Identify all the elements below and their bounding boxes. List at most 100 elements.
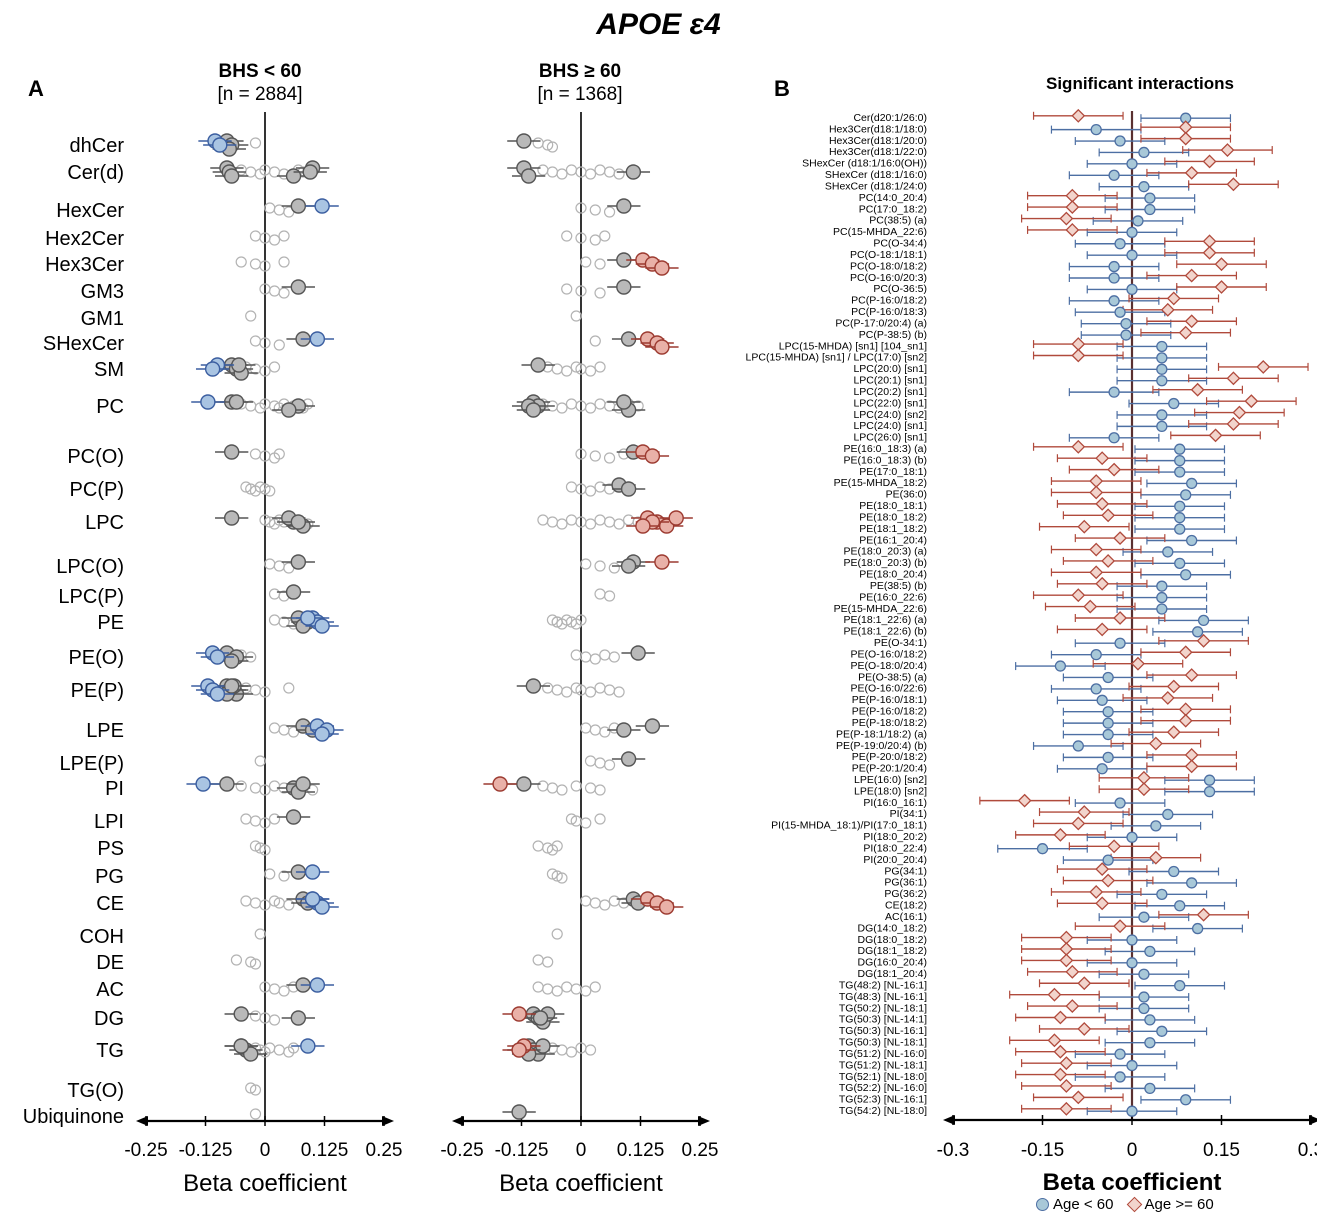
legend-circle-marker	[1036, 1198, 1049, 1211]
ns-point	[245, 1082, 257, 1094]
age-lt-point	[1102, 751, 1114, 764]
ns-point	[565, 481, 578, 493]
interaction-row-label: PE(18:1_22:6) (b)	[844, 626, 927, 638]
age-ge-point	[1017, 793, 1032, 808]
age-ge-point	[1148, 736, 1163, 751]
ns-point	[594, 258, 606, 270]
interaction-row-label: Cer(d20:1/26:0)	[853, 112, 927, 124]
interaction-row-label: LPE(18:0) [sn2]	[854, 785, 927, 797]
ns-point	[249, 258, 262, 270]
interaction-row-label: Hex3Cer(d18:1/20:0)	[829, 135, 927, 147]
ns-point	[556, 168, 568, 180]
lipid-class-label: AC	[96, 979, 124, 1001]
ns-point	[580, 651, 592, 663]
ns-point	[551, 684, 563, 696]
ns-point	[542, 983, 554, 995]
ns-point	[249, 335, 262, 347]
ns-point	[613, 686, 625, 698]
ns-point	[283, 899, 295, 911]
age-lt-point	[1156, 580, 1168, 592]
ns-point	[570, 361, 582, 373]
age-ge-point	[1148, 850, 1163, 865]
age-ge-point	[1059, 1079, 1074, 1093]
interaction-row-label: PE(P-16:0/18:2)	[852, 706, 927, 718]
interaction-row-label: PC(O-34:4)	[873, 238, 927, 250]
ns-point	[249, 230, 262, 242]
age-lt-point	[1114, 135, 1126, 147]
interaction-row-label: PE(15-MHDA_22:6)	[834, 603, 927, 615]
sig-point	[285, 168, 302, 184]
ns-point	[287, 1042, 300, 1054]
interaction-row-label: TG(51:2) [NL-18:1]	[839, 1059, 927, 1071]
age-lt-point	[1156, 375, 1168, 387]
subpanel-1-x-axis-right-arrow	[698, 1116, 710, 1126]
highlight-point	[309, 331, 326, 347]
interaction-row-label: PC(17:0_18:2)	[859, 203, 927, 215]
ns-point	[584, 782, 597, 794]
age-ge-point	[1184, 268, 1199, 283]
highlight-point	[511, 1042, 527, 1058]
ns-point	[546, 166, 559, 178]
sig-point	[233, 1006, 249, 1022]
sig-point	[620, 751, 637, 767]
ns-point	[613, 518, 625, 530]
ns-point	[283, 682, 295, 694]
ns-point	[259, 817, 271, 829]
age-lt-point	[1126, 283, 1138, 296]
panel-b-x-tick-label: 0.15	[1203, 1140, 1240, 1161]
highlight-point	[654, 554, 670, 570]
interaction-row-label: AC(16:1)	[885, 911, 927, 923]
lipid-class-label: PE(O)	[68, 647, 124, 669]
age-ge-point	[1071, 108, 1086, 123]
sig-point	[290, 554, 307, 570]
age-lt-point	[1144, 203, 1156, 216]
age-lt-point	[1156, 409, 1168, 421]
sig-point	[616, 279, 632, 295]
ns-point	[561, 686, 573, 698]
age-lt-point	[1114, 238, 1126, 250]
age-lt-point	[1162, 808, 1174, 821]
ns-point	[249, 897, 262, 909]
interaction-row-label: PC(O-16:0/20:3)	[850, 272, 927, 284]
age-lt-point	[1174, 979, 1186, 992]
age-lt-point	[1108, 295, 1120, 307]
ns-point	[268, 722, 281, 734]
age-lt-point	[1191, 626, 1204, 638]
age-ge-point	[1047, 1033, 1062, 1048]
subpanel-0-x-tick-label: -0.25	[124, 1140, 167, 1161]
ns-point	[532, 840, 544, 852]
interaction-row-label: PC(14:0_20:4)	[859, 192, 927, 204]
age-ge-point	[1196, 633, 1211, 648]
interaction-row-label: PG(36:1)	[884, 877, 927, 889]
age-ge-point	[1065, 964, 1080, 979]
interaction-row-label: Hex3Cer(d18:1/18:0)	[829, 123, 927, 135]
ns-point	[594, 398, 606, 410]
ns-point	[249, 1108, 262, 1120]
ns-point	[594, 361, 606, 373]
ns-point	[245, 956, 257, 968]
age-lt-point	[1174, 466, 1186, 478]
interaction-row-label: LPC(15-MHDA) [sn1] [104_sn1]	[779, 340, 927, 352]
ns-point	[589, 724, 601, 736]
ns-point	[268, 983, 281, 995]
ns-point	[264, 868, 276, 880]
ns-point	[254, 928, 266, 940]
ns-point	[240, 481, 252, 493]
age-ge-point	[1208, 428, 1223, 443]
age-ge-point	[1226, 177, 1241, 192]
age-ge-point	[1089, 542, 1104, 557]
ns-point	[580, 722, 592, 734]
highlight-point	[204, 361, 221, 377]
age-ge-point	[1077, 976, 1092, 991]
age-ge-point	[1053, 1010, 1068, 1025]
interaction-row-label: PE(15-MHDA_18:2)	[834, 477, 927, 489]
sig-point	[223, 678, 240, 694]
lipid-class-label: PG	[95, 866, 124, 888]
age-ge-point	[1190, 382, 1205, 397]
ns-point	[570, 310, 582, 322]
ns-point	[580, 817, 592, 829]
ns-point	[249, 782, 262, 794]
sig-point	[620, 558, 637, 574]
ns-point	[230, 954, 243, 966]
ns-point	[570, 780, 582, 792]
